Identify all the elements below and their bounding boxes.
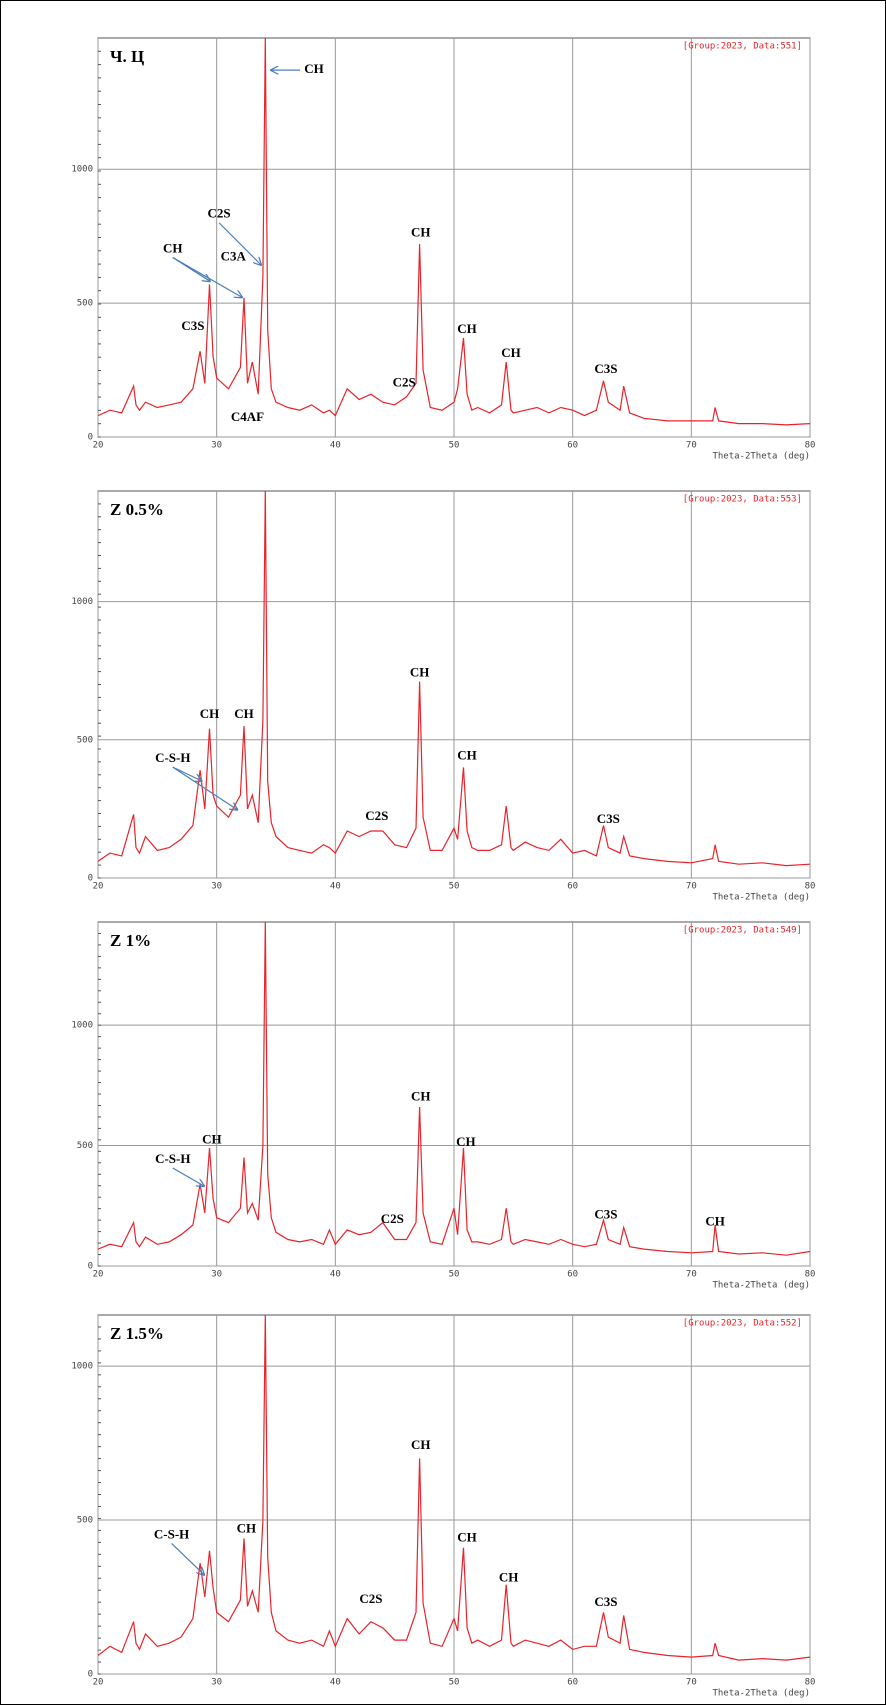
y-tick-label: 500 (77, 735, 93, 745)
peak-label: CH (163, 241, 183, 256)
peak-label: CH (457, 1530, 477, 1545)
peak-label: C3S (181, 318, 204, 333)
arrow (171, 1543, 205, 1575)
y-tick-label: 1000 (71, 165, 93, 175)
arrow (172, 766, 203, 781)
peak-label: CH (237, 1520, 257, 1535)
x-axis-label: Theta-2Theta (deg) (712, 893, 810, 903)
x-tick-label: 80 (805, 1678, 816, 1688)
panel-label: Z 1% (110, 931, 151, 950)
peak-label: C3S (594, 1594, 617, 1609)
y-tick-label: 1000 (71, 1021, 93, 1031)
x-tick-label: 50 (449, 441, 460, 451)
x-tick-label: 50 (449, 882, 460, 892)
x-tick-label: 30 (211, 1678, 222, 1688)
peak-label: CH (457, 747, 477, 762)
peak-label: C2S (359, 1591, 382, 1606)
peak-label: C2S (393, 374, 416, 389)
x-tick-label: 80 (805, 882, 816, 892)
data-label: [Group:2023, Data:551] (683, 42, 802, 52)
x-tick-label: 30 (211, 441, 222, 451)
peak-label: C3S (597, 811, 620, 826)
data-label: [Group:2023, Data:552] (683, 1319, 802, 1329)
peak-label: CH (410, 664, 430, 679)
y-tick-label: 500 (77, 1141, 93, 1151)
peak-label: C3S (594, 1206, 617, 1221)
peak-label: CH (411, 1437, 431, 1452)
peak-label: C-S-H (154, 1526, 189, 1541)
peak-label: CH (200, 706, 220, 721)
data-label: [Group:2023, Data:553] (683, 495, 802, 505)
x-tick-label: 70 (686, 1270, 697, 1280)
peak-label: C2S (381, 1211, 404, 1226)
x-tick-label: 50 (449, 1678, 460, 1688)
y-tick-label: 1000 (71, 1362, 93, 1372)
peak-label: CH (411, 1088, 431, 1103)
x-tick-label: 60 (567, 882, 578, 892)
x-tick-label: 20 (93, 441, 104, 451)
y-tick-label: 1000 (71, 597, 93, 607)
y-tick-label: 0 (88, 874, 93, 884)
peak-label: C-S-H (155, 1151, 190, 1166)
xrd-line (98, 491, 810, 867)
x-tick-label: 80 (805, 441, 816, 451)
x-tick-label: 40 (330, 1270, 341, 1280)
y-tick-label: 0 (88, 1262, 93, 1272)
x-axis-label: Theta-2Theta (deg) (712, 452, 810, 462)
x-tick-label: 40 (330, 441, 341, 451)
peak-label: C2S (365, 808, 388, 823)
peak-label: CH (705, 1214, 725, 1229)
panel: 20 30 40 50 60 70 80 0 500 1000 Z 1% [Group:2023, D… (71, 921, 816, 1291)
x-tick-label: 70 (686, 1678, 697, 1688)
panel-label: Ч. Ц (110, 47, 144, 66)
x-tick-label: 70 (686, 882, 697, 892)
x-tick-label: 20 (93, 882, 104, 892)
x-tick-label: 20 (93, 1270, 104, 1280)
xrd-line (98, 38, 810, 426)
x-axis-label: Theta-2Theta (deg) (712, 1281, 810, 1291)
panel: 20 30 40 50 60 70 80 0 500 1000 Z 0.5% [Group:2023,… (71, 490, 816, 903)
arrow (218, 222, 262, 266)
xrd-line (98, 922, 810, 1256)
peak-label: CH (304, 61, 324, 76)
peak-label: C2S (207, 206, 230, 221)
x-tick-label: 60 (567, 1678, 578, 1688)
x-tick-label: 40 (330, 1678, 341, 1688)
x-tick-label: 70 (686, 441, 697, 451)
peak-label: CH (499, 1570, 519, 1585)
x-tick-label: 40 (330, 882, 341, 892)
x-tick-label: 50 (449, 1270, 460, 1280)
panel: 20 30 40 50 60 70 80 0 500 1000 Z 1.5% [Group:2023,… (71, 1314, 816, 1699)
peak-label: C4AF (231, 409, 264, 424)
y-tick-label: 500 (77, 1516, 93, 1526)
panel-label: Z 0.5% (110, 500, 164, 519)
x-tick-label: 60 (567, 1270, 578, 1280)
peak-label: C-S-H (155, 750, 190, 765)
arrow (172, 766, 238, 810)
y-tick-label: 500 (77, 299, 93, 309)
data-label: [Group:2023, Data:549] (683, 926, 802, 936)
x-axis-label: Theta-2Theta (deg) (712, 1689, 810, 1699)
peak-label: CH (411, 224, 431, 239)
xrd-line (98, 1315, 810, 1661)
peak-label: CH (202, 1132, 222, 1147)
arrow (172, 1167, 205, 1186)
x-tick-label: 30 (211, 882, 222, 892)
panel-label: Z 1.5% (110, 1324, 164, 1343)
x-tick-label: 20 (93, 1678, 104, 1688)
panel: 20 30 40 50 60 70 80 0 500 1000 Ч. Ц [Group:2023, D… (71, 37, 816, 462)
peak-label: C3A (221, 249, 247, 264)
peak-label: CH (457, 321, 477, 336)
peak-label: CH (234, 706, 254, 721)
peak-label: C3S (594, 361, 617, 376)
x-tick-label: 30 (211, 1270, 222, 1280)
peak-label: CH (501, 345, 521, 360)
y-tick-label: 0 (88, 1670, 93, 1680)
peak-label: CH (456, 1134, 476, 1149)
arrow (172, 257, 243, 298)
x-tick-label: 80 (805, 1270, 816, 1280)
y-tick-label: 0 (88, 433, 93, 443)
x-tick-label: 60 (567, 441, 578, 451)
